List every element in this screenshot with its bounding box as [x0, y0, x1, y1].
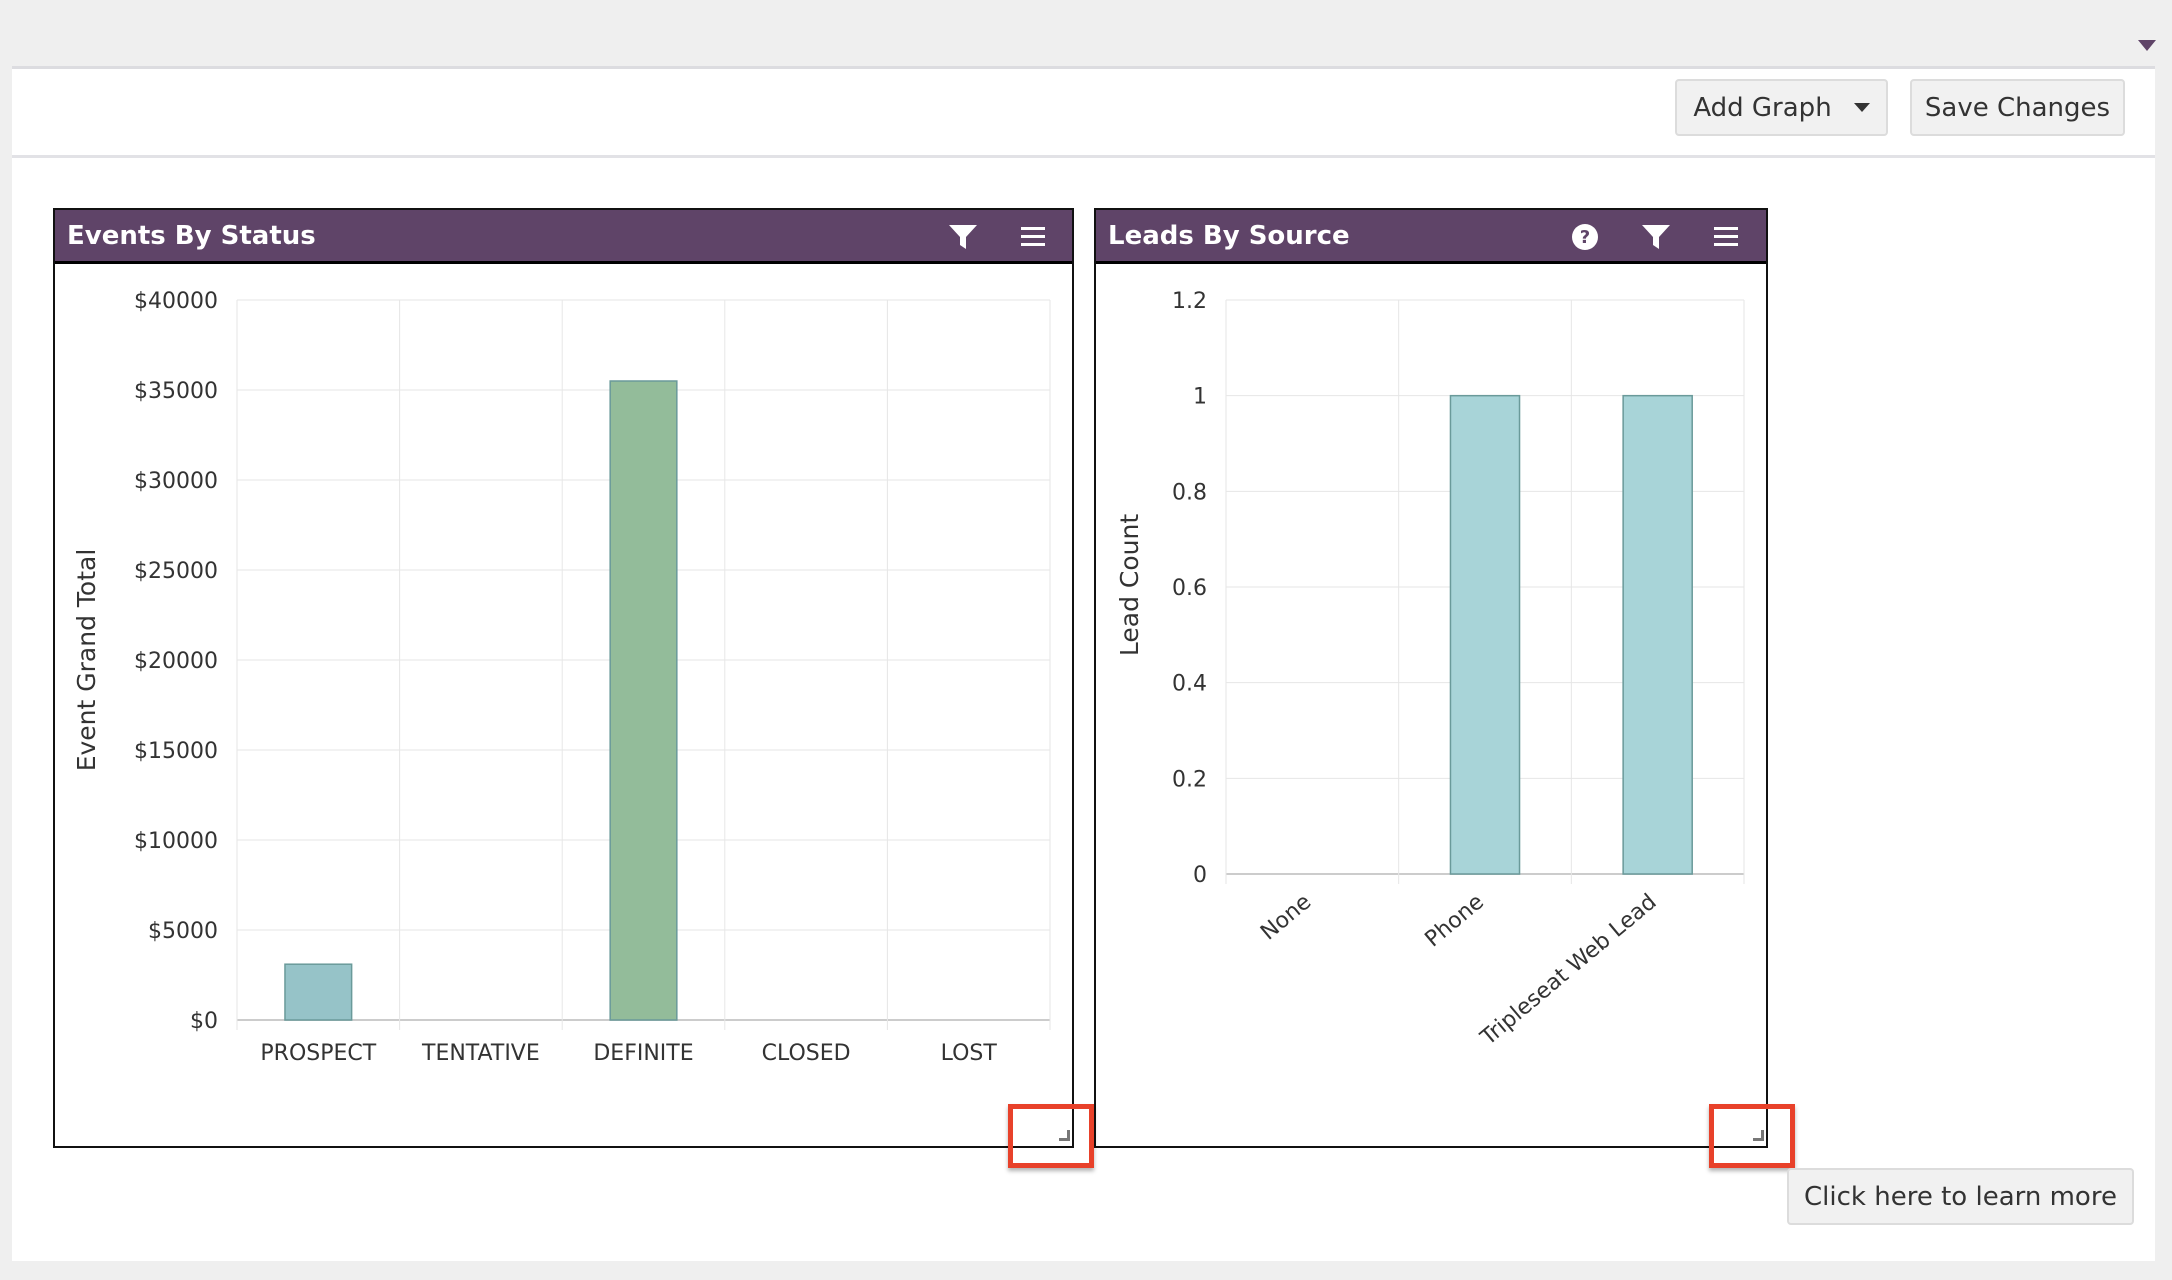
events-by-status-panel: Events By Status $0 $5000 $10000 $15000 $200… — [53, 208, 1074, 1148]
x-tick-label: None — [1256, 889, 1316, 945]
highlight-box-resize-handle — [1709, 1104, 1795, 1168]
learn-more-button[interactable]: Click here to learn more — [1787, 1168, 2134, 1225]
svg-text:?: ? — [1580, 227, 1590, 248]
menu-icon[interactable] — [1018, 222, 1048, 252]
filter-icon[interactable] — [948, 222, 978, 252]
add-graph-label: Add Graph — [1693, 92, 1832, 123]
x-tick-label: TENTATIVE — [421, 1041, 540, 1066]
x-tick-label: CLOSED — [762, 1041, 851, 1066]
y-tick-label: $10000 — [134, 829, 218, 854]
y-tick-label: 0 — [1193, 863, 1207, 888]
y-tick-label: $25000 — [134, 559, 218, 584]
highlight-box-resize-handle — [1008, 1104, 1094, 1168]
top-dropdown-caret-icon[interactable] — [2138, 40, 2156, 51]
panel-title: Leads By Source — [1108, 220, 1350, 251]
y-tick-label: $30000 — [134, 469, 218, 494]
add-graph-button[interactable]: Add Graph — [1675, 79, 1888, 136]
y-tick-label: 0.8 — [1172, 480, 1207, 505]
y-tick-label: $5000 — [148, 919, 218, 944]
x-tick-label: LOST — [941, 1041, 998, 1066]
events-by-status-chart: $0 $5000 $10000 $15000 $20000 $25000 $30000 $35… — [72, 289, 1051, 1066]
y-tick-label: 0.6 — [1172, 576, 1207, 601]
x-tick-label: PROSPECT — [260, 1041, 376, 1066]
panel-header[interactable]: Events By Status — [55, 210, 1072, 264]
y-tick-label: $0 — [190, 1009, 218, 1034]
learn-more-label: Click here to learn more — [1804, 1181, 2117, 1212]
save-changes-button[interactable]: Save Changes — [1910, 79, 2125, 136]
y-tick-label: $20000 — [134, 649, 218, 674]
y-tick-label: 0.4 — [1172, 672, 1207, 697]
help-icon[interactable]: ? — [1570, 222, 1600, 252]
leads-by-source-panel: Leads By Source ? 0 0.2 0.4 0.6 0.8 1 1.2 None P… — [1094, 208, 1768, 1148]
y-tick-label: 0.2 — [1172, 767, 1207, 792]
resize-handle-icon[interactable] — [1059, 1130, 1070, 1141]
y-tick-label: $15000 — [134, 739, 218, 764]
x-tick-label: DEFINITE — [593, 1041, 693, 1066]
x-tick-label: Phone — [1421, 889, 1489, 952]
y-tick-label: $40000 — [134, 289, 218, 314]
panel-header[interactable]: Leads By Source ? — [1096, 210, 1766, 264]
bar-phone — [1449, 394, 1521, 875]
x-tick-label: Tripleseat Web Lead — [1475, 889, 1661, 1051]
bar-definite — [609, 380, 678, 1021]
chevron-down-icon — [1853, 103, 1870, 112]
y-tick-label: $35000 — [134, 379, 218, 404]
bar-prospect — [284, 963, 353, 1021]
save-changes-label: Save Changes — [1924, 92, 2111, 123]
bar-tripleseat-web-lead — [1622, 394, 1693, 875]
toolbar-divider — [12, 155, 2155, 158]
panel-title: Events By Status — [67, 220, 316, 251]
y-tick-label: 1 — [1193, 385, 1207, 410]
filter-icon[interactable] — [1641, 222, 1671, 252]
y-axis-label: Event Grand Total — [72, 549, 101, 772]
resize-handle-icon[interactable] — [1753, 1130, 1764, 1141]
y-tick-label: 1.2 — [1172, 289, 1207, 314]
y-axis-label: Lead Count — [1115, 514, 1144, 656]
menu-icon[interactable] — [1711, 222, 1741, 252]
